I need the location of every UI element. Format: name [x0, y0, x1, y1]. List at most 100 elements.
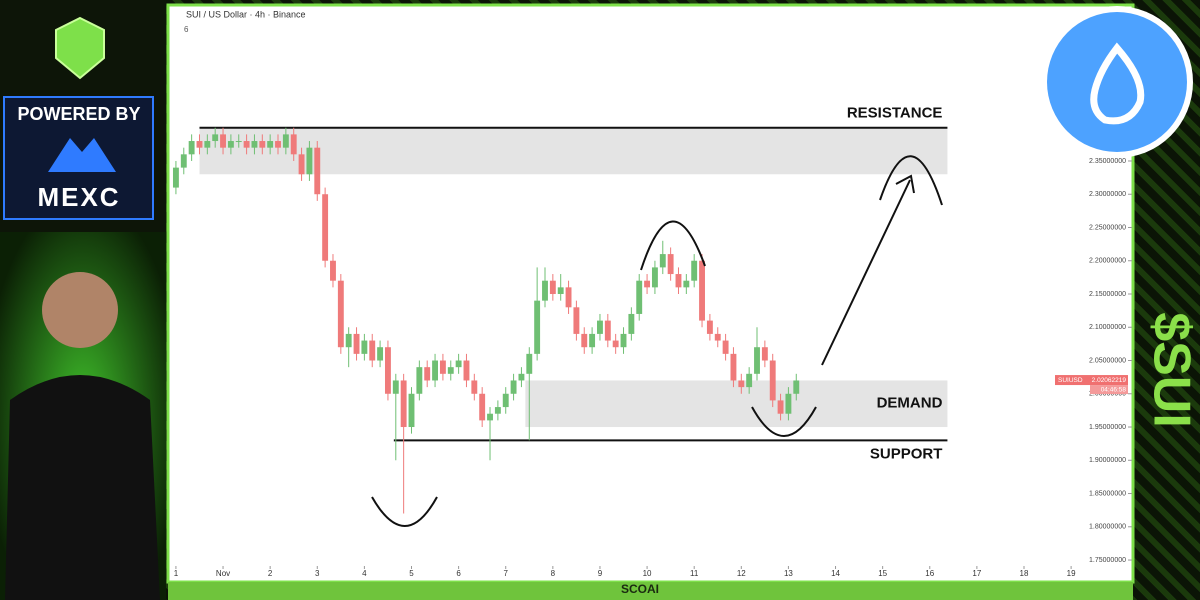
candle-body: [251, 141, 258, 148]
x-tick-label: 12: [737, 569, 746, 578]
coin-drop: [1090, 42, 1145, 125]
x-tick-label: Nov: [216, 569, 230, 578]
candle-body: [259, 141, 266, 148]
candle-body: [220, 134, 226, 148]
plot: 1.75000000 1.80000000 1.85000000 1.90000000…: [172, 105, 1132, 578]
candle-body: [714, 333, 721, 341]
candle-body: [549, 280, 556, 294]
candle-body: [416, 367, 423, 394]
price-symbol: SUIUSD: [1058, 377, 1083, 384]
candle-body: [777, 400, 784, 414]
candle-body: [212, 134, 219, 142]
y-tick-label: 1.90000000: [1089, 457, 1126, 464]
ticker-vertical: $SUI: [1142, 312, 1200, 428]
x-tick-label: 7: [504, 569, 509, 578]
x-tick-label: 11: [690, 569, 699, 578]
candle-body: [432, 360, 439, 381]
candle-body: [306, 147, 313, 175]
candle-body: [322, 194, 329, 261]
candle-body: [369, 340, 376, 361]
x-tick-label: 10: [643, 569, 652, 578]
candle-body: [314, 147, 321, 195]
candle-body: [769, 360, 776, 401]
candle-body: [542, 280, 548, 301]
candle-body: [298, 154, 305, 175]
candle-body: [502, 393, 509, 408]
powered-by: POWERED BY: [17, 104, 140, 124]
candle-body: [620, 333, 627, 348]
candle-body: [659, 254, 666, 268]
price-value: 2.02062219: [1092, 377, 1127, 384]
x-tick-label: 15: [878, 569, 887, 578]
candle-body: [793, 380, 800, 394]
arc-target: [879, 155, 943, 206]
x-tick-label: 8: [551, 569, 556, 578]
candle-body: [683, 280, 690, 288]
arc-low: [371, 496, 438, 527]
chart-panel: [166, 3, 1135, 584]
candle-body: [644, 280, 651, 288]
candle-body: [612, 340, 619, 348]
candle-body: [518, 373, 525, 381]
candle-body: [282, 134, 289, 148]
candle-body: [761, 347, 768, 361]
candle-body: [180, 154, 187, 168]
candle-body: [730, 353, 737, 381]
candle-body: [188, 141, 195, 155]
y-tick-label: 2.30000000: [1089, 191, 1126, 198]
y-tick-label: 1.95000000: [1089, 424, 1126, 431]
footer-text: SCOAI: [621, 582, 659, 596]
candle-body: [754, 347, 760, 374]
candle-body: [400, 380, 407, 428]
candle-body: [455, 360, 462, 368]
candle-body: [651, 267, 658, 288]
chart-header: SUI / US Dollar · 4h · Binance: [186, 9, 306, 19]
x-tick-label: 16: [925, 569, 934, 578]
y-tick-label: 2.35000000: [1089, 158, 1126, 165]
zone: [525, 380, 948, 428]
candle-body: [589, 333, 596, 348]
candle-body: [699, 260, 705, 321]
person-head: [42, 272, 118, 348]
y-tick-label: 1.85000000: [1089, 490, 1126, 497]
candle-body: [526, 353, 533, 374]
candle-body: [722, 340, 729, 354]
candle-body: [377, 347, 384, 361]
coin-logo: [1047, 12, 1187, 152]
candle-body: [361, 340, 368, 354]
candle-body: [345, 333, 352, 348]
candle-body: [384, 347, 391, 394]
candle-body: [353, 333, 360, 354]
candle-body: [408, 393, 415, 428]
candle-body: [471, 380, 478, 394]
x-tick-label: 18: [1020, 569, 1029, 578]
candle-body: [290, 134, 297, 155]
level-label: SUPPORT: [870, 445, 943, 462]
candle-body: [746, 373, 753, 388]
candle-body: [785, 393, 792, 414]
candle-body: [628, 313, 635, 334]
y-tick-label: 2.10000000: [1089, 324, 1126, 331]
candle-body: [227, 141, 234, 148]
y-tick-label: 1.80000000: [1089, 524, 1126, 531]
exchange-name: MEXC: [37, 182, 120, 212]
price-countdown: 04:46:58: [1101, 386, 1127, 393]
logo-gem: [55, 16, 105, 80]
candle-body: [487, 413, 493, 421]
countdown-bg: [1090, 385, 1128, 395]
candle-body: [235, 141, 242, 143]
candle-body: [439, 360, 446, 374]
indicator-count: 6: [184, 25, 189, 34]
candle-body: [573, 307, 580, 334]
arc-demand: [751, 406, 817, 437]
x-tick-label: 1: [174, 569, 179, 578]
candle-body: [172, 167, 179, 188]
y-tick-label: 1.75000000: [1089, 557, 1126, 564]
x-tick-label: 3: [315, 569, 320, 578]
arrow-head: [895, 174, 915, 194]
candle-body: [447, 367, 454, 374]
zone-label: RESISTANCE: [847, 105, 943, 122]
candle-body: [534, 300, 541, 354]
